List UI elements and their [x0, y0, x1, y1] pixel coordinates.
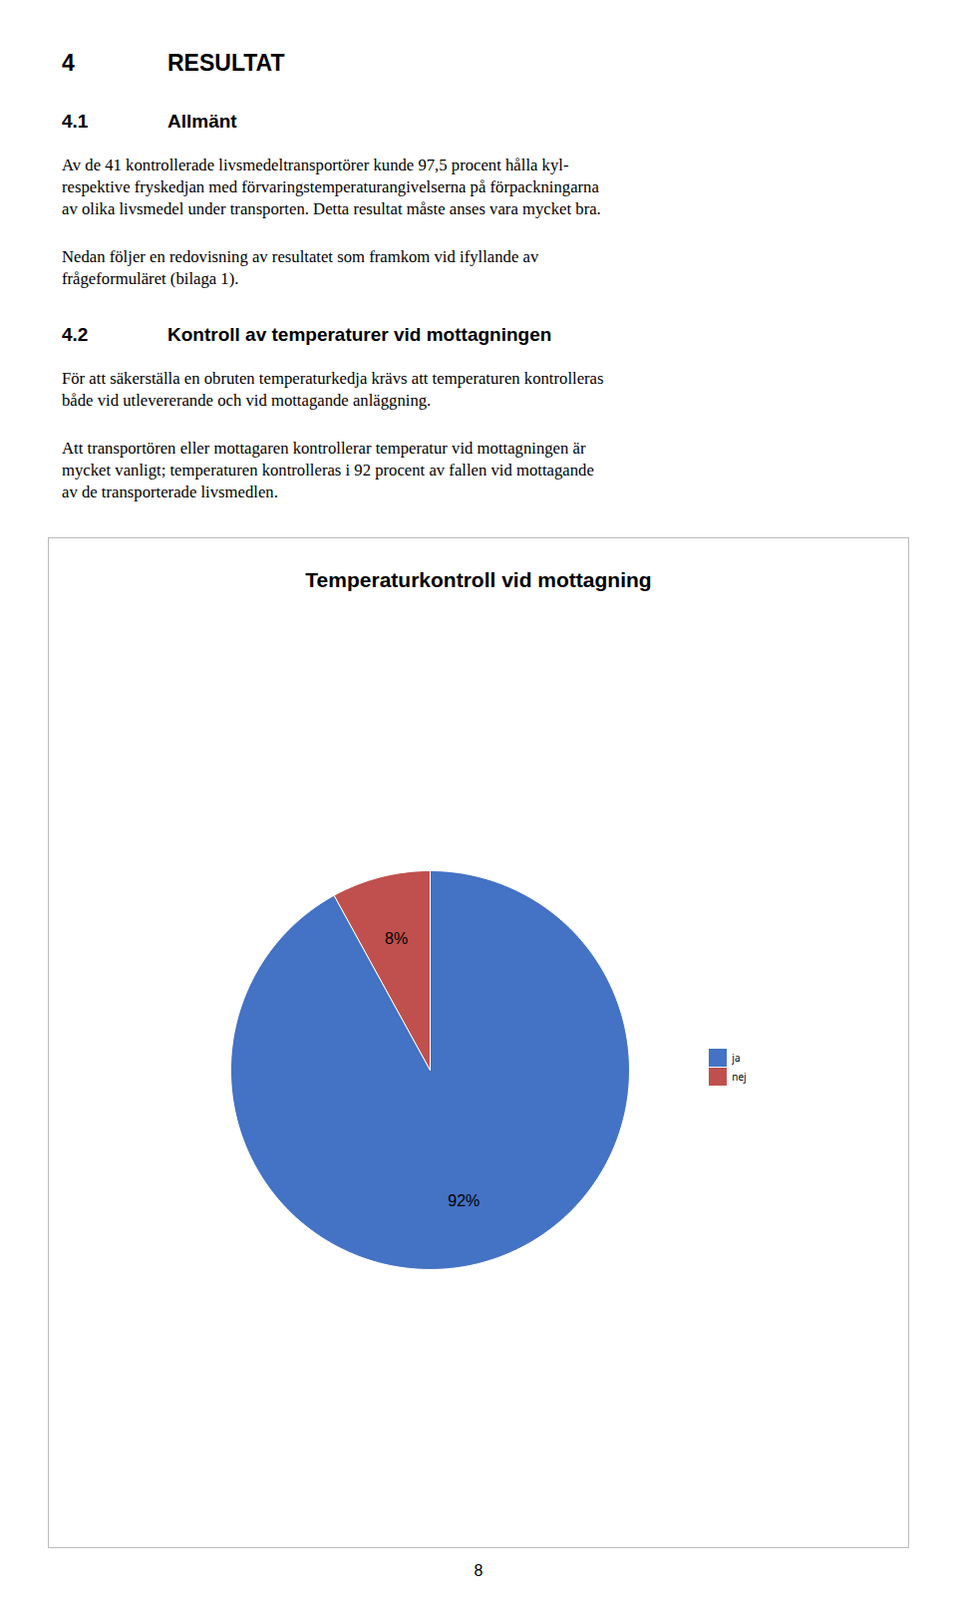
html-text:8: 8 [474, 1562, 483, 1580]
html-text:frågeformuläret (bilaga 1).: frågeformuläret (bilaga 1). [61, 269, 239, 289]
html-text:Att transportören eller mottag: Att transportören eller mottagaren kontr… [61, 438, 586, 458]
html-text:av de transporterade livsmedle: av de transporterade livsmedlen. [61, 482, 279, 502]
html-text:Allmänt: Allmänt [167, 110, 237, 132]
html-text:mycket vanligt; temperaturen k: mycket vanligt; temperaturen kontrollera… [61, 460, 594, 480]
html-text:4.1: 4.1 [61, 110, 89, 132]
html-text:både vid utlevererande och vid: både vid utlevererande och vid mottagand… [61, 390, 431, 410]
svg-text:92%: 92% [448, 1192, 481, 1210]
html-text:Kontroll av temperaturer vid m: Kontroll av temperaturer vid mottagninge… [167, 323, 552, 345]
html-text:av olika livsmedel under trans: av olika livsmedel under transporten. De… [61, 199, 601, 219]
html-text:nej: nej [732, 1069, 747, 1084]
svg-text:8%: 8% [384, 930, 408, 948]
html-text:För att säkerställa en obruten: För att säkerställa en obruten temperatu… [61, 368, 604, 388]
html-text:Nedan följer en redovisning av: Nedan följer en redovisning av resultate… [61, 247, 539, 267]
html-text:Av de 41 kontrollerade livsmed: Av de 41 kontrollerade livsmedeltranspor… [61, 155, 569, 175]
html-text:RESULTAT: RESULTAT [167, 49, 285, 76]
html-text:respektive fryskedjan med förv: respektive fryskedjan med förvaringstemp… [61, 177, 600, 197]
html-text:4: 4 [61, 49, 75, 76]
html-text:Temperaturkontroll vid mottagn: Temperaturkontroll vid mottagning [305, 568, 652, 592]
html-text:4.2: 4.2 [61, 323, 89, 345]
html-text:ja: ja [732, 1050, 741, 1065]
